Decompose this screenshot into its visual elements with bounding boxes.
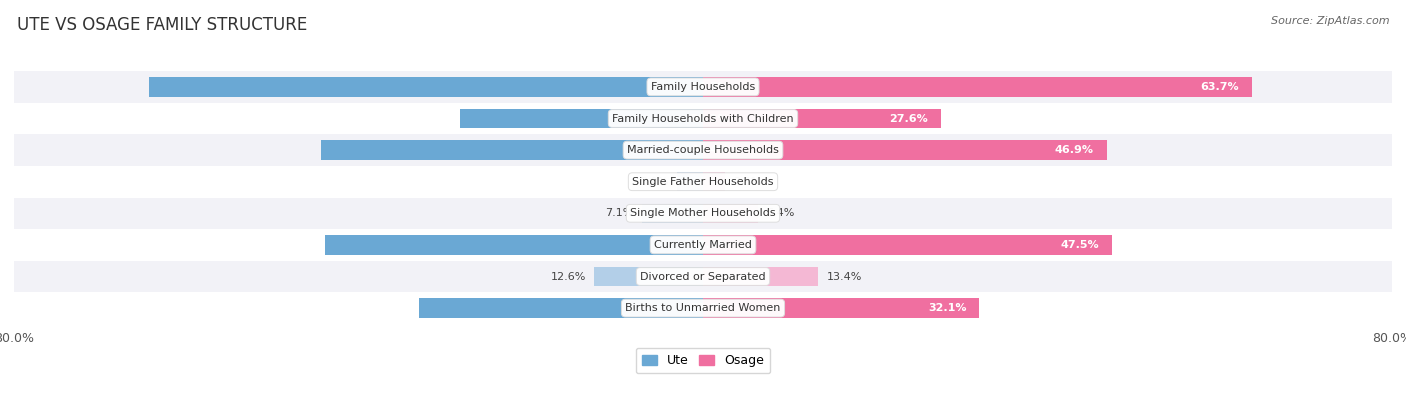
Text: 3.0%: 3.0% — [640, 177, 669, 187]
Text: 46.9%: 46.9% — [1054, 145, 1094, 155]
Bar — [703, 203, 758, 223]
Text: 47.5%: 47.5% — [1060, 240, 1099, 250]
Bar — [643, 203, 703, 223]
Bar — [419, 298, 703, 318]
Text: 43.9%: 43.9% — [690, 240, 728, 250]
Bar — [14, 261, 1392, 292]
Bar — [703, 267, 818, 286]
Text: Single Father Households: Single Father Households — [633, 177, 773, 187]
Legend: Ute, Osage: Ute, Osage — [636, 348, 770, 373]
Bar — [595, 267, 703, 286]
Text: Source: ZipAtlas.com: Source: ZipAtlas.com — [1271, 16, 1389, 26]
Text: 63.7%: 63.7% — [1201, 82, 1239, 92]
Bar — [703, 235, 1112, 255]
Bar — [703, 77, 1251, 97]
Bar — [703, 140, 1107, 160]
Text: Divorced or Separated: Divorced or Separated — [640, 271, 766, 282]
Bar — [14, 198, 1392, 229]
Text: 12.6%: 12.6% — [551, 271, 586, 282]
Text: 64.3%: 64.3% — [690, 82, 728, 92]
Bar — [703, 172, 724, 192]
Bar — [703, 298, 980, 318]
Bar — [14, 134, 1392, 166]
Text: Currently Married: Currently Married — [654, 240, 752, 250]
Bar — [14, 292, 1392, 324]
Text: 7.1%: 7.1% — [605, 208, 633, 218]
Text: Married-couple Households: Married-couple Households — [627, 145, 779, 155]
Text: Family Households with Children: Family Households with Children — [612, 113, 794, 124]
Text: Births to Unmarried Women: Births to Unmarried Women — [626, 303, 780, 313]
Bar — [14, 71, 1392, 103]
Bar — [325, 235, 703, 255]
Bar — [703, 109, 941, 128]
Text: 27.6%: 27.6% — [889, 113, 928, 124]
Text: 28.2%: 28.2% — [690, 113, 728, 124]
Bar — [460, 109, 703, 128]
Text: 32.1%: 32.1% — [928, 303, 966, 313]
Text: 13.4%: 13.4% — [827, 271, 862, 282]
Bar — [678, 172, 703, 192]
Text: 44.4%: 44.4% — [690, 145, 730, 155]
Text: 2.5%: 2.5% — [733, 177, 762, 187]
Bar — [321, 140, 703, 160]
Text: 6.4%: 6.4% — [766, 208, 796, 218]
Bar — [14, 166, 1392, 198]
Text: UTE VS OSAGE FAMILY STRUCTURE: UTE VS OSAGE FAMILY STRUCTURE — [17, 16, 307, 34]
Bar — [14, 103, 1392, 134]
Bar — [14, 229, 1392, 261]
Text: Family Households: Family Households — [651, 82, 755, 92]
Text: Single Mother Households: Single Mother Households — [630, 208, 776, 218]
Bar — [149, 77, 703, 97]
Text: 33.0%: 33.0% — [690, 303, 728, 313]
